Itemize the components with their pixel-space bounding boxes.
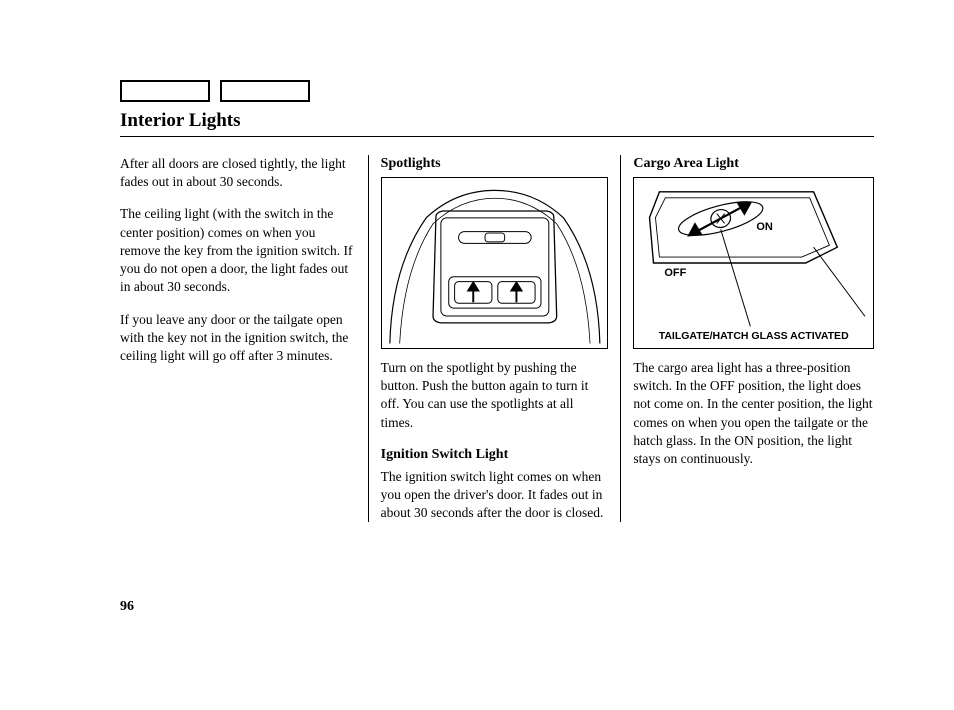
manual-page: Interior Lights After all doors are clos… <box>0 0 954 710</box>
cargo-light-illustration <box>634 178 873 348</box>
cargo-light-heading: Cargo Area Light <box>633 155 874 174</box>
header-box-1 <box>120 80 210 102</box>
spotlight-illustration <box>382 178 608 348</box>
col1-para-3: If you leave any door or the tailgate op… <box>120 311 356 366</box>
label-tailgate: TAILGATE/HATCH GLASS ACTIVATED <box>634 329 873 343</box>
label-on: ON <box>756 220 773 235</box>
column-1: After all doors are closed tightly, the … <box>120 155 369 522</box>
spotlights-figure <box>381 177 609 349</box>
col2-para-2: The ignition switch light comes on when … <box>381 468 609 523</box>
spotlights-heading: Spotlights <box>381 155 609 174</box>
header-box-2 <box>220 80 310 102</box>
page-title: Interior Lights <box>120 110 874 137</box>
content-columns: After all doors are closed tightly, the … <box>120 155 874 522</box>
col2-para-1: Turn on the spotlight by pushing the but… <box>381 359 609 432</box>
cargo-light-figure: ON OFF TAILGATE/HATCH GLASS ACTIVATED <box>633 177 874 349</box>
label-off: OFF <box>664 266 686 281</box>
col1-para-1: After all doors are closed tightly, the … <box>120 155 356 191</box>
col1-para-2: The ceiling light (with the switch in th… <box>120 205 356 296</box>
column-2: Spotlights <box>369 155 622 522</box>
page-number: 96 <box>120 599 134 615</box>
col3-para-1: The cargo area light has a three-positio… <box>633 359 874 468</box>
header-placeholder-boxes <box>120 80 874 102</box>
column-3: Cargo Area Light <box>621 155 874 522</box>
ignition-heading: Ignition Switch Light <box>381 446 609 465</box>
